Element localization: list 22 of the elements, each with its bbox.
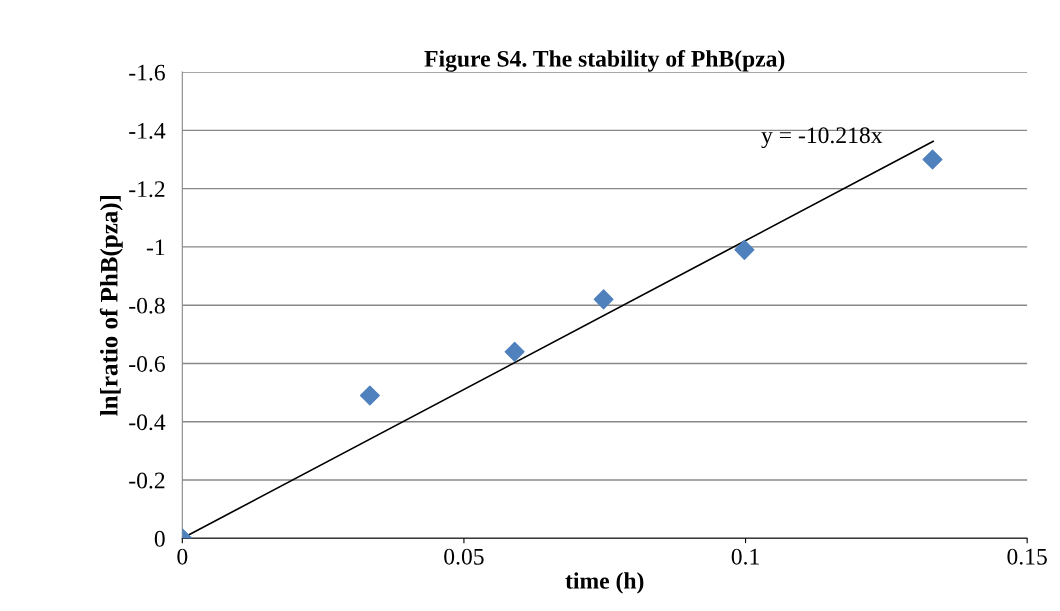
y-tick-label: -0.4: [129, 414, 166, 431]
y-tick-label: -1.6: [129, 64, 165, 81]
y-tick-label: -0.6: [129, 355, 165, 372]
point: [734, 239, 755, 260]
y-tick-label: -1.2: [129, 181, 165, 198]
x-tick-label: 0.15: [1007, 548, 1047, 565]
y-tick-label: -1: [146, 239, 165, 256]
point: [504, 341, 525, 362]
x-tick-label: 0.05: [444, 548, 484, 565]
y-tick-label: -1.4: [129, 122, 166, 139]
point: [593, 289, 614, 310]
y-tick-label: -0.8: [129, 297, 165, 314]
y-tick-label: -0.2: [129, 472, 165, 489]
point: [922, 149, 943, 170]
annotation: y = -10.218x: [761, 127, 883, 149]
y-tick-label: 0: [154, 530, 165, 547]
x-tick-label: 0: [177, 548, 188, 565]
x-tick-label: 0.1: [731, 548, 759, 565]
y-axis-title: ln[ratio of PhB(pza)]: [99, 195, 123, 416]
point: [359, 385, 380, 406]
chart-title: Figure S4. The stability of PhB(pza): [424, 49, 785, 72]
x-axis-title: time (h): [565, 572, 644, 594]
